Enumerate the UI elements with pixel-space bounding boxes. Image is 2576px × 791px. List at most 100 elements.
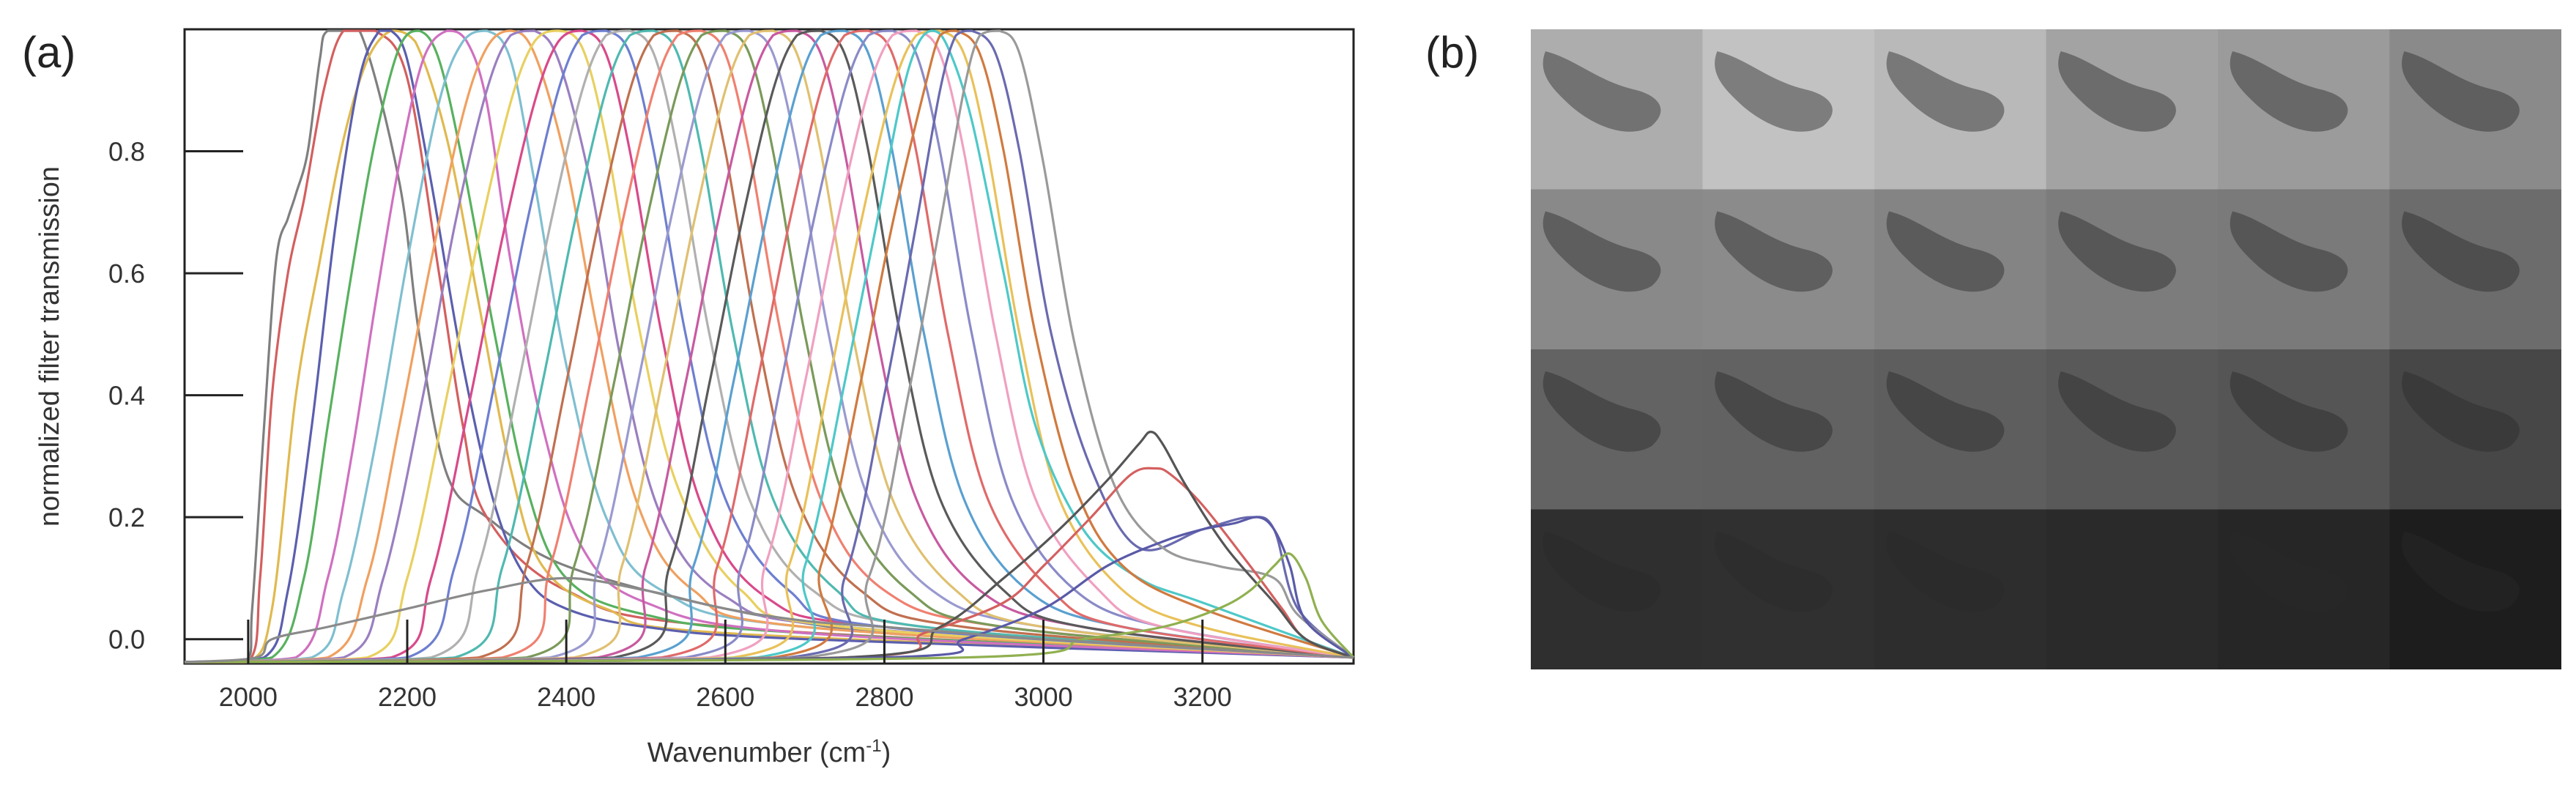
- plot-frame: [183, 28, 1355, 665]
- y-tick-label-2: 0.4: [108, 381, 145, 411]
- tile-background: [2389, 509, 2561, 669]
- tile-background: [1874, 349, 2046, 510]
- series-line-12: [184, 29, 1354, 664]
- series-line-15: [184, 29, 1354, 664]
- mosaic-tile-r3-c6: [2389, 349, 2561, 510]
- sample-feature: [1715, 211, 1833, 292]
- sample-feature: [1715, 371, 1833, 452]
- series-line-26: [184, 29, 1354, 664]
- image-mosaic: [1531, 29, 2561, 669]
- y-axis-title: normalized filter transmission: [34, 166, 65, 527]
- mosaic-tile-r2-c2: [1702, 189, 1874, 349]
- x-tick-label-2000: 2000: [219, 682, 278, 712]
- tile-background: [1874, 29, 2046, 190]
- series-line-30: [184, 29, 1354, 664]
- x-ticks: 2000 2200 2400 2600 2800 3000 3200: [219, 620, 1232, 712]
- tile-background: [1874, 509, 2046, 669]
- sample-feature: [1543, 371, 1661, 452]
- sample-feature: [2402, 531, 2520, 612]
- tile-background: [1531, 349, 1703, 510]
- sample-feature: [2058, 211, 2176, 292]
- mosaic-tile-r4-c6: [2389, 509, 2561, 669]
- x-tick-label-2600: 2600: [696, 682, 754, 712]
- series-line-20: [184, 29, 1354, 664]
- series-line-11: [184, 29, 1354, 664]
- y-tick-label-1: 0.2: [108, 502, 145, 532]
- mosaic-tile-r2-c5: [2218, 189, 2390, 349]
- mosaic-tile-r2-c6: [2389, 189, 2561, 349]
- tile-background: [1702, 189, 1874, 349]
- tile-background: [2046, 29, 2218, 190]
- sample-feature: [2402, 371, 2520, 452]
- mosaic-tile-r1-c6: [2389, 29, 2561, 190]
- series-line-4: [184, 29, 1354, 664]
- series-line-35: [184, 576, 1354, 664]
- x-tick-label-2200: 2200: [378, 682, 437, 712]
- mosaic-tile-r2-c3: [1874, 189, 2046, 349]
- mosaic-tile-r1-c5: [2218, 29, 2390, 190]
- tile-background: [2218, 509, 2390, 669]
- series-line-28: [184, 29, 1354, 664]
- y-tick-label-4: 0.8: [108, 137, 145, 167]
- sample-feature: [1715, 531, 1833, 612]
- tile-background: [1702, 29, 1874, 190]
- sample-feature: [2058, 371, 2176, 452]
- mosaic-tile-r1-c1: [1531, 29, 1703, 190]
- sample-feature: [2230, 531, 2348, 612]
- mosaic-tile-r4-c5: [2218, 509, 2390, 669]
- sample-feature: [1886, 531, 2005, 612]
- series-line-1: [185, 29, 1354, 664]
- series-line-34: [184, 552, 1355, 664]
- series-line-29: [184, 29, 1355, 664]
- mosaic-tile-r3-c1: [1531, 349, 1703, 510]
- sample-feature: [2230, 211, 2348, 292]
- series-line-19: [184, 29, 1354, 664]
- sample-feature: [2230, 51, 2348, 132]
- mosaic-tile-r3-c3: [1874, 349, 2046, 510]
- mosaic-tile-r4-c3: [1874, 509, 2046, 669]
- series-line-5: [184, 29, 1354, 664]
- y-ticks: 0.0 0.2 0.4 0.6 0.8: [108, 137, 243, 655]
- tile-background: [1874, 189, 2046, 349]
- x-tick-label-3200: 3200: [1173, 682, 1232, 712]
- sample-feature: [2402, 211, 2520, 292]
- mosaic-tile-r2-c4: [2046, 189, 2218, 349]
- tile-background: [1531, 509, 1703, 669]
- series-line-16: [184, 29, 1354, 664]
- tile-background: [2218, 29, 2390, 190]
- tile-background: [2389, 189, 2561, 349]
- sample-feature: [2230, 371, 2348, 452]
- panel-a-label: (a): [22, 28, 75, 77]
- series-line-17: [184, 29, 1354, 664]
- mosaic-tile-r2-c1: [1531, 189, 1703, 349]
- mosaic-tile-r1-c2: [1702, 29, 1874, 190]
- tile-background: [1702, 349, 1874, 510]
- sample-feature: [1543, 531, 1661, 612]
- mosaic-tile-r3-c4: [2046, 349, 2218, 510]
- tile-background: [1531, 29, 1703, 190]
- tile-background: [2046, 349, 2218, 510]
- series-line-3: [185, 29, 1354, 664]
- series-line-10: [184, 29, 1354, 664]
- x-axis-title: Wavenumber (cm-1): [647, 736, 891, 768]
- y-tick-label-3: 0.6: [108, 259, 145, 289]
- tile-background: [1702, 509, 1874, 669]
- tile-background: [2046, 189, 2218, 349]
- tile-background: [2389, 29, 2561, 190]
- series-line-18: [184, 29, 1354, 664]
- series-line-25: [184, 29, 1354, 664]
- mosaic-tile-r3-c2: [1702, 349, 1874, 510]
- sample-feature: [2402, 51, 2520, 132]
- tile-background: [2218, 349, 2390, 510]
- sample-feature: [1715, 51, 1833, 132]
- mosaic-tile-r1-c3: [1874, 29, 2046, 190]
- sample-feature: [1886, 371, 2005, 452]
- sample-feature: [1886, 211, 2005, 292]
- sample-feature: [1886, 51, 2005, 132]
- sample-feature: [1543, 211, 1661, 292]
- panel-b-label: (b): [1425, 28, 1479, 77]
- sample-feature: [1543, 51, 1661, 132]
- mosaic-tile-r1-c4: [2046, 29, 2218, 190]
- tile-background: [1531, 189, 1703, 349]
